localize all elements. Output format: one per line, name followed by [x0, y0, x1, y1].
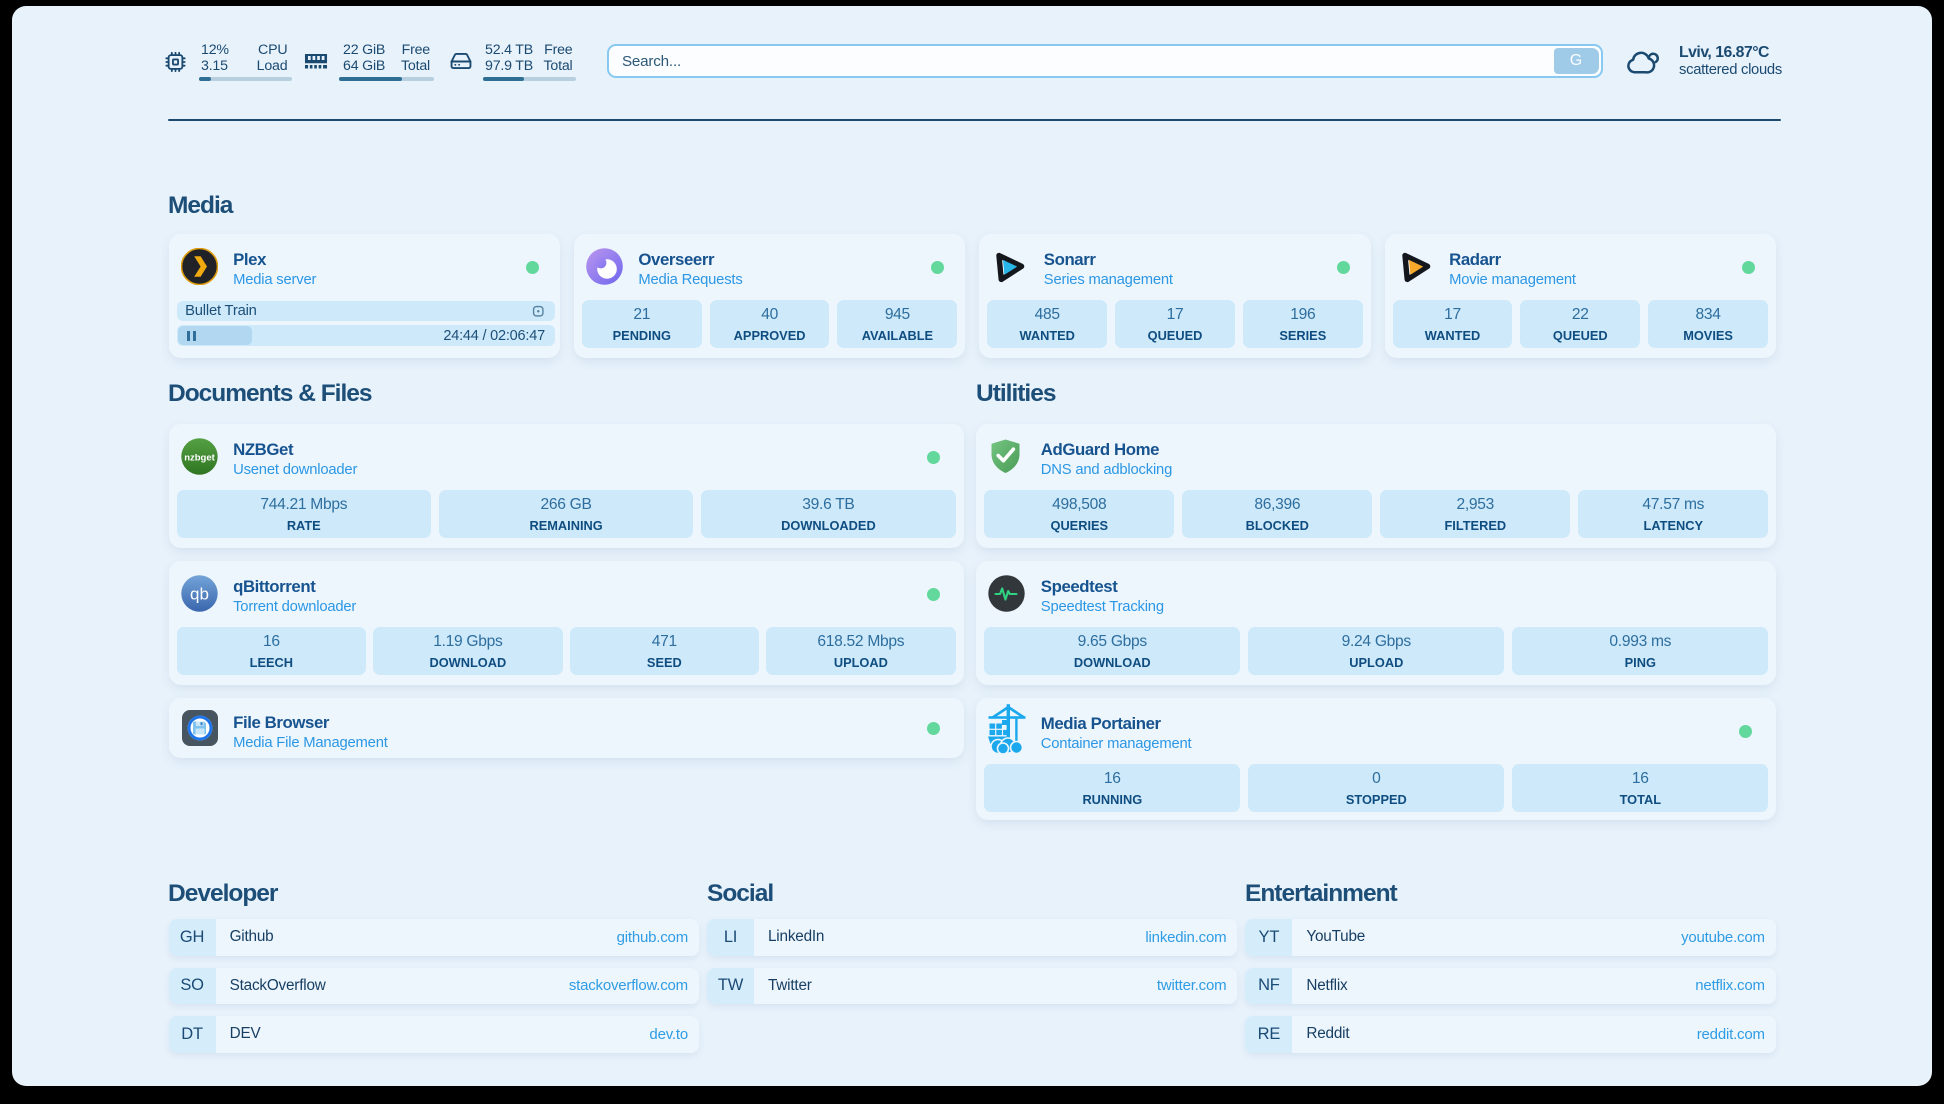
svg-text:nzbget: nzbget — [184, 453, 215, 464]
svg-text:qb: qb — [190, 585, 209, 604]
